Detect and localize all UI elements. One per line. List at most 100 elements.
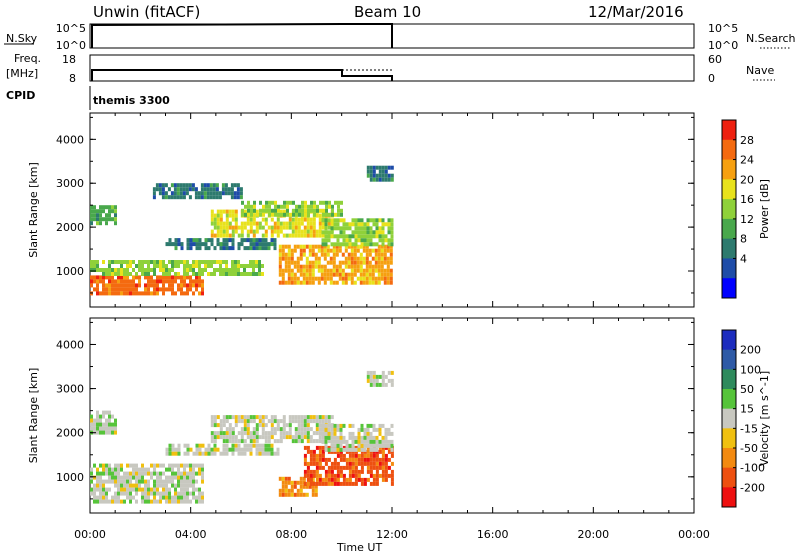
power-cell [321,225,325,230]
power-cell [120,268,123,272]
power-cell [369,238,373,243]
power-cell [377,276,381,281]
velocity-cell [156,491,159,496]
power-cell [90,221,93,226]
velocity-cell [387,449,391,454]
power-cell [329,248,333,253]
velocity-cell [243,419,247,424]
power-cell [225,238,229,243]
velocity-cell [333,457,337,462]
power-cell [323,268,327,273]
power-cell [258,272,261,276]
power-cell [273,229,277,234]
velocity-cell [204,451,208,456]
power-cell [362,244,366,249]
power-cell [164,191,168,196]
power-cell [339,218,343,223]
velocity-cell [333,461,337,466]
power-cell [258,225,262,230]
power-cell [317,248,321,253]
velocity-cell [321,465,325,470]
power-cell [246,264,249,268]
power-cell [159,268,162,272]
velocity-cell [147,467,150,472]
velocity-cell [270,427,274,432]
velocity-cell [369,473,373,478]
power-cell [369,165,373,170]
velocity-cell [294,419,298,424]
velocity-cell [144,479,147,484]
power-cell [177,272,180,276]
power-cell [215,191,219,196]
power-cell [247,208,250,213]
power-cell [210,229,214,234]
power-cell [362,276,366,281]
power-cell [93,260,96,264]
power-cell [267,246,271,251]
velocity-cell [171,447,175,452]
velocity-cell [288,423,292,428]
velocity-cell [345,481,349,486]
velocity-cell [174,447,178,452]
power-cell [212,187,216,192]
velocity-cell [186,499,189,504]
power-colorbar-swatch [722,238,736,259]
power-cell [310,208,313,213]
power-cell [372,222,376,227]
power-cell [206,195,210,200]
velocity-cell [240,435,244,440]
power-cell [375,173,379,178]
velocity-cell [357,469,361,474]
power-cell [283,212,286,217]
power-cell [336,218,340,223]
power-cell [213,225,217,230]
power-cell [311,280,315,285]
power-cell [288,217,292,222]
power-cell [362,256,366,261]
power-cell [353,264,357,269]
power-cell [207,272,210,276]
power-cell [93,287,96,292]
velocity-cell [333,481,337,486]
velocity-cell [189,483,192,488]
velocity-cell [369,481,373,486]
velocity-cell [378,443,382,448]
power-cell [383,252,387,257]
xtick-label: 12:00 [376,528,408,541]
power-cell [384,165,388,170]
power-cell [331,212,334,217]
velocity-cell [186,487,189,492]
power-cell [377,264,381,269]
power-cell [90,209,93,214]
velocity-cell [156,463,159,468]
power-cell [356,256,360,261]
velocity-cell [381,439,385,444]
velocity-cell [96,410,99,415]
power-cell [164,195,168,200]
power-cell [317,268,321,273]
power-cell [144,268,147,272]
power-cell [325,212,328,217]
power-cell [177,260,180,264]
power-cell [93,213,96,218]
power-cell [90,217,93,222]
velocity-cell [108,471,111,476]
velocity-cell [381,378,385,383]
velocity-cell [168,467,171,472]
velocity-cell [147,471,150,476]
power-cell [339,242,343,247]
power-cell [354,222,358,227]
power-cell [249,264,252,268]
power-cell [147,275,150,280]
velocity-cell [219,435,223,440]
velocity-cell [314,484,318,489]
power-cell [360,238,364,243]
velocity-cell [327,435,331,440]
velocity-cell [237,415,241,420]
power-colorbar-label: Power [dB] [758,179,771,239]
velocity-cell [129,499,132,504]
power-cell [168,283,171,288]
velocity-cell [141,487,144,492]
velocity-cell [90,426,93,431]
power-cell [299,272,303,277]
